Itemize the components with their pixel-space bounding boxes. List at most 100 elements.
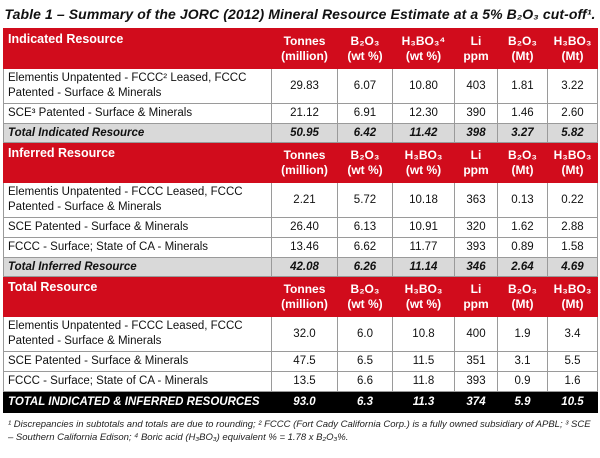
table-row: FCCC - Surface; State of CA - Minerals 1…: [3, 237, 598, 258]
col-header-line1: Li: [470, 33, 482, 48]
section-inferred: Inferred Resource Tonnes (million) B₂O₃ (w…: [3, 142, 598, 277]
col-header-tonnes: Tonnes (million): [271, 276, 338, 317]
cell-value: 50.95: [271, 123, 338, 143]
grand-total-row: TOTAL INDICATED & INFERRED RESOURCES 93.…: [3, 391, 598, 413]
col-header-line2: (Mt): [511, 162, 534, 177]
col-header-line1: H₃BO₃: [553, 147, 592, 162]
col-header-line2: (Mt): [561, 48, 584, 63]
cell-value: 5.72: [337, 182, 393, 218]
col-header-line1: H₃BO₃: [404, 281, 443, 296]
col-header-line2: ppm: [463, 48, 489, 63]
col-header-line2: (wt %): [405, 162, 442, 177]
col-header-line2: (Mt): [511, 296, 534, 311]
table-row: SCE Patented - Surface & Minerals 26.40 …: [3, 217, 598, 238]
section-total: Total Resource Tonnes (million) B₂O₃ (wt %…: [3, 276, 598, 413]
col-header-h3bo3-wt: H₃BO₃ (wt %): [392, 276, 455, 317]
row-label: Total Indicated Resource: [3, 123, 272, 143]
cell-value: 6.42: [337, 123, 393, 143]
cell-value: 0.89: [497, 237, 548, 258]
footnote: ¹ Discrepancies in subtotals and totals …: [8, 419, 591, 443]
cell-value: 11.42: [392, 123, 455, 143]
cell-value: 2.60: [547, 103, 598, 124]
cell-value: 6.6: [337, 371, 393, 392]
cell-value: 10.8: [392, 316, 455, 352]
row-label: Total Inferred Resource: [3, 257, 272, 277]
col-header-line1: B₂O₃: [350, 147, 380, 162]
cell-value: 2.21: [271, 182, 338, 218]
col-header-h3bo3-mt: H₃BO₃ (Mt): [547, 28, 598, 69]
col-header-line2: (million): [281, 296, 328, 311]
col-header-line1: B₂O₃: [350, 33, 380, 48]
col-header-line2: (wt %): [405, 48, 442, 63]
cell-value: 11.77: [392, 237, 455, 258]
col-header-line1: H₃BO₃: [553, 281, 592, 296]
total-row-inferred: Total Inferred Resource 42.08 6.26 11.14…: [3, 257, 598, 277]
total-row-indicated: Total Indicated Resource 50.95 6.42 11.4…: [3, 123, 598, 143]
col-header-line1: H₃BO₃: [553, 33, 592, 48]
cell-value: 1.81: [497, 68, 548, 104]
cell-value: 26.40: [271, 217, 338, 238]
col-header-line1: B₂O₃: [508, 281, 537, 296]
col-header-b2o3-wt: B₂O₃ (wt %): [337, 142, 393, 183]
cell-value: 21.12: [271, 103, 338, 124]
row-label: SCE Patented - Surface & Minerals: [3, 217, 272, 238]
cell-value: 10.18: [392, 182, 455, 218]
col-header-line2: ppm: [463, 162, 489, 177]
col-header-line2: (wt %): [347, 162, 383, 177]
cell-value: 346: [454, 257, 498, 277]
cell-value: 5.5: [547, 351, 598, 372]
cell-value: 1.58: [547, 237, 598, 258]
cell-value: 11.3: [392, 391, 455, 413]
col-header-b2o3-wt: B₂O₃ (wt %): [337, 276, 393, 317]
cell-value: 12.30: [392, 103, 455, 124]
cell-value: 398: [454, 123, 498, 143]
section-header-total: Total Resource Tonnes (million) B₂O₃ (wt %…: [3, 276, 598, 317]
cell-value: 4.69: [547, 257, 598, 277]
col-header-h3bo3-wt: H₃BO₃⁴ (wt %): [392, 28, 455, 69]
col-header-line1: Li: [470, 147, 482, 162]
table-row: Elementis Unpatented - FCCC Leased, FCCC…: [3, 182, 598, 218]
cell-value: 93.0: [271, 391, 338, 413]
table-row: Elementis Unpatented - FCCC Leased, FCCC…: [3, 316, 598, 352]
col-header-line2: (Mt): [561, 162, 584, 177]
section-title: Total Resource: [3, 276, 272, 317]
table-title: Table 1 – Summary of the JORC (2012) Min…: [4, 6, 596, 22]
col-header-h3bo3-mt: H₃BO₃ (Mt): [547, 142, 598, 183]
cell-value: 374: [454, 391, 498, 413]
col-header-b2o3-mt: B₂O₃ (Mt): [497, 276, 548, 317]
cell-value: 6.26: [337, 257, 393, 277]
cell-value: 0.22: [547, 182, 598, 218]
cell-value: 0.9: [497, 371, 548, 392]
cell-value: 1.6: [547, 371, 598, 392]
row-label: Elementis Unpatented - FCCC² Leased, FCC…: [3, 68, 272, 104]
cell-value: 29.83: [271, 68, 338, 104]
cell-value: 6.07: [337, 68, 393, 104]
cell-value: 320: [454, 217, 498, 238]
col-header-b2o3-mt: B₂O₃ (Mt): [497, 28, 548, 69]
cell-value: 2.64: [497, 257, 548, 277]
cell-value: 47.5: [271, 351, 338, 372]
cell-value: 11.5: [392, 351, 455, 372]
col-header-li: Li ppm: [454, 276, 498, 317]
table-row: SCE³ Patented - Surface & Minerals 21.12…: [3, 103, 598, 124]
row-label: Elementis Unpatented - FCCC Leased, FCCC…: [3, 316, 272, 352]
cell-value: 5.82: [547, 123, 598, 143]
section-title: Indicated Resource: [3, 28, 272, 69]
row-label: TOTAL INDICATED & INFERRED RESOURCES: [3, 391, 272, 413]
cell-value: 1.46: [497, 103, 548, 124]
cell-value: 6.13: [337, 217, 393, 238]
col-header-line2: (Mt): [511, 48, 534, 63]
cell-value: 2.88: [547, 217, 598, 238]
row-label: SCE³ Patented - Surface & Minerals: [3, 103, 272, 124]
table-row: FCCC - Surface; State of CA - Minerals 1…: [3, 371, 598, 392]
cell-value: 6.62: [337, 237, 393, 258]
cell-value: 1.62: [497, 217, 548, 238]
cell-value: 6.0: [337, 316, 393, 352]
col-header-line2: (wt %): [405, 296, 442, 311]
section-header-indicated: Indicated Resource Tonnes (million) B₂O₃(…: [3, 28, 598, 69]
row-label: SCE Patented - Surface & Minerals: [3, 351, 272, 372]
col-header-tonnes: Tonnes (million): [271, 28, 338, 69]
col-header-line2: (Mt): [561, 296, 584, 311]
section-title: Inferred Resource: [3, 142, 272, 183]
row-label: FCCC - Surface; State of CA - Minerals: [3, 371, 272, 392]
